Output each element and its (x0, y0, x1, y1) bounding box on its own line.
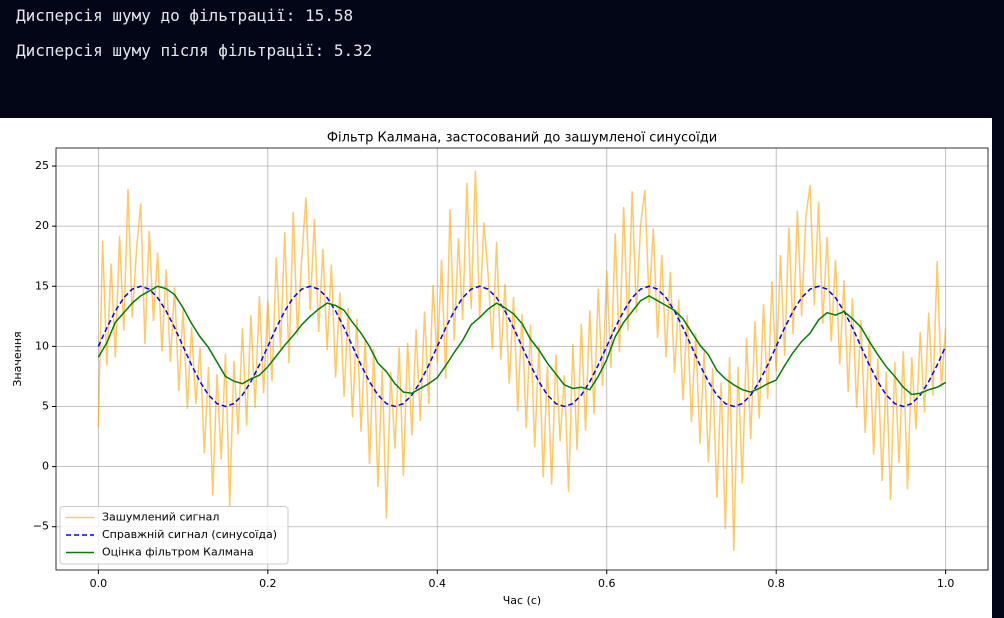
output-line: Дисперсія шуму після фільтрації: 5.32 (16, 41, 373, 60)
chart: Фільтр Калмана, застосований до зашумлен… (0, 118, 992, 618)
y-tick-label: 25 (35, 159, 49, 172)
y-tick-label: 10 (35, 339, 49, 352)
series-line (97, 285, 947, 408)
series-line (97, 285, 947, 396)
y-tick-label: 5 (42, 399, 49, 412)
x-tick-label: 0.6 (598, 577, 616, 590)
legend-label: Зашумлений сигнал (102, 511, 219, 524)
legend-box (59, 506, 289, 565)
y-axis-label: Значення (11, 331, 24, 386)
x-tick-label: 0.2 (259, 577, 277, 590)
legend: Зашумлений сигнал Справжній сигнал (синус… (59, 506, 289, 565)
x-tick-label: 0.8 (767, 577, 785, 590)
output-line: Дисперсія шуму до фільтрації: 15.58 (16, 6, 354, 25)
legend-label: Оцінка фільтром Калмана (102, 546, 254, 559)
y-tick-label: 0 (42, 460, 49, 473)
x-tick-label: 1.0 (937, 577, 955, 590)
x-tick-label: 0.0 (90, 577, 108, 590)
y-tick-label: 20 (35, 219, 49, 232)
y-tick-label: 15 (35, 279, 49, 292)
y-tick-label: −5 (33, 520, 49, 533)
x-axis-label: Час (с) (503, 594, 541, 607)
chart-title: Фільтр Калмана, застосований до зашумлен… (327, 131, 717, 146)
legend-label: Справжній сигнал (синусоїда) (102, 528, 277, 541)
x-tick-label: 0.4 (429, 577, 447, 590)
axes-frame (55, 147, 989, 571)
